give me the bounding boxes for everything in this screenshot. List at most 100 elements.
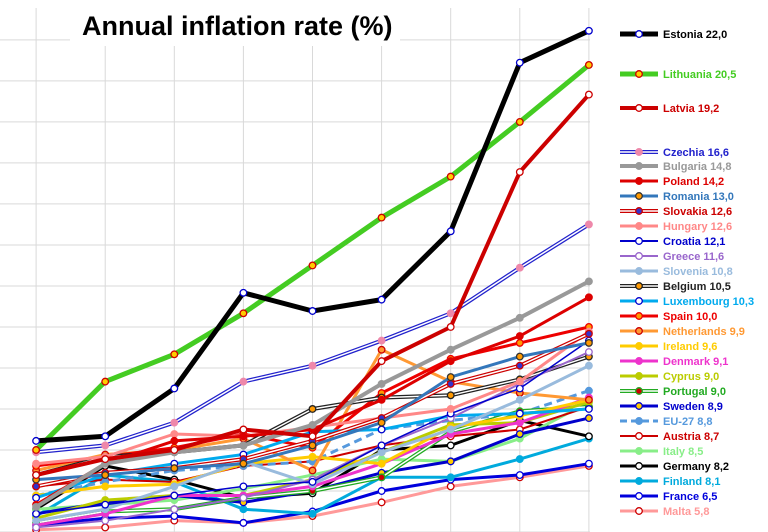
data-point-czechia [101, 441, 110, 450]
legend-label-portugal: Portugal 9,0 [663, 386, 726, 398]
data-point-belgium [308, 405, 317, 413]
legend-label-bulgaria: Bulgaria 14,8 [663, 161, 731, 173]
data-point-slovakia [32, 482, 41, 491]
data-point-eu-27 [584, 386, 593, 395]
legend-marker-latvia [635, 104, 643, 112]
data-point-greece [101, 516, 110, 525]
data-point-bulgaria [308, 420, 317, 429]
data-point-lithuania [308, 261, 317, 270]
legend-label-netherlands: Netherlands 9,9 [663, 326, 745, 338]
data-point-bulgaria [446, 345, 455, 354]
legend-marker-luxembourg [635, 297, 643, 305]
data-point-france [584, 459, 593, 468]
legend-label-lithuania: Lithuania 20,5 [663, 69, 736, 81]
legend-label-austria: Austria 8,7 [663, 431, 719, 443]
legend-item-latvia: Latvia 19,2 [620, 103, 719, 115]
legend-label-romania: Romania 13,0 [663, 191, 734, 203]
legend-marker-eu-27 [635, 417, 643, 425]
legend-marker-bulgaria [635, 162, 643, 170]
legend-label-estonia: Estonia 22,0 [663, 29, 727, 41]
data-point-luxembourg [32, 493, 41, 502]
legend-marker-cyprus [635, 372, 643, 380]
data-point-latvia [308, 432, 317, 441]
data-point-czechia [515, 263, 524, 272]
data-point-estonia [308, 307, 317, 315]
data-point-greece [239, 493, 248, 502]
legend-item-austria: Austria 8,7 [620, 431, 719, 443]
chart-title: Annual inflation rate (%) [82, 11, 393, 41]
data-point-estonia [239, 288, 248, 297]
data-point-slovenia [515, 395, 524, 404]
data-point-poland [515, 332, 524, 341]
data-point-slovakia [446, 379, 455, 388]
legend-label-slovenia: Slovenia 10,8 [663, 266, 733, 278]
legend-marker-lithuania [635, 70, 643, 78]
data-point-ireland [101, 482, 110, 491]
legend-marker-netherlands [635, 327, 643, 335]
data-point-estonia [515, 58, 524, 67]
series-latvia [32, 90, 593, 479]
legend-label-finland: Finland 8,1 [663, 476, 720, 488]
data-point-czechia [308, 361, 317, 370]
data-point-finland [239, 505, 248, 514]
data-point-latvia [584, 90, 593, 99]
data-point-ireland [377, 459, 386, 468]
legend-label-denmark: Denmark 9,1 [663, 356, 728, 368]
legend-item-belgium: Belgium 10,5 [620, 281, 731, 293]
data-point-estonia [101, 432, 110, 441]
legend-item-ireland: Ireland 9,6 [620, 341, 717, 353]
data-point-hungary [32, 459, 41, 468]
data-point-slovenia [377, 448, 386, 457]
data-point-croatia [308, 477, 317, 486]
data-point-estonia [446, 227, 455, 236]
data-point-estonia [32, 436, 41, 445]
data-point-lithuania [239, 309, 248, 318]
data-point-latvia [170, 446, 179, 454]
data-point-romania [446, 373, 455, 382]
data-point-bulgaria [239, 441, 248, 450]
legend-item-malta: Malta 5,8 [620, 506, 709, 518]
legend-marker-belgium [635, 282, 643, 290]
legend-item-slovakia: Slovakia 12,6 [620, 206, 732, 218]
data-point-germany [584, 432, 593, 441]
data-point-greece [584, 348, 593, 356]
data-point-estonia [584, 26, 593, 35]
data-point-latvia [377, 357, 386, 366]
legend-marker-slovakia [635, 207, 643, 215]
data-point-malta [446, 482, 455, 491]
data-point-netherlands [308, 466, 317, 475]
series-lines [32, 26, 593, 532]
legend-marker-austria [635, 432, 643, 440]
data-point-lithuania [515, 117, 524, 126]
legend-label-ireland: Ireland 9,6 [663, 341, 717, 353]
data-point-croatia [101, 500, 110, 509]
data-point-lithuania [101, 377, 110, 386]
data-point-netherlands [377, 345, 386, 354]
data-point-croatia [170, 491, 179, 500]
data-point-bulgaria [515, 313, 524, 322]
legend-marker-croatia [635, 237, 643, 245]
legend-marker-portugal [635, 387, 643, 395]
data-point-poland [446, 357, 455, 366]
legend-item-spain: Spain 10,0 [620, 311, 717, 323]
data-point-netherlands [584, 395, 593, 404]
legend-marker-slovenia [635, 267, 643, 275]
data-point-sweden [584, 414, 593, 423]
legend-item-greece: Greece 11,6 [620, 251, 724, 263]
data-point-romania [101, 471, 110, 479]
legend-item-netherlands: Netherlands 9,9 [620, 326, 745, 338]
data-point-latvia [32, 471, 41, 479]
data-point-portugal [377, 473, 386, 482]
legend-item-cyprus: Cyprus 9,0 [620, 371, 719, 383]
data-point-slovenia [32, 516, 41, 525]
legend-label-malta: Malta 5,8 [663, 506, 709, 518]
legend-item-denmark: Denmark 9,1 [620, 356, 728, 368]
legend-label-spain: Spain 10,0 [663, 311, 717, 323]
legend-marker-ireland [635, 342, 643, 350]
data-point-romania [584, 338, 593, 347]
series-bulgaria [32, 277, 593, 511]
legend-item-czechia: Czechia 16,6 [620, 147, 729, 159]
data-point-poland [584, 293, 593, 302]
legend-marker-romania [635, 192, 643, 200]
